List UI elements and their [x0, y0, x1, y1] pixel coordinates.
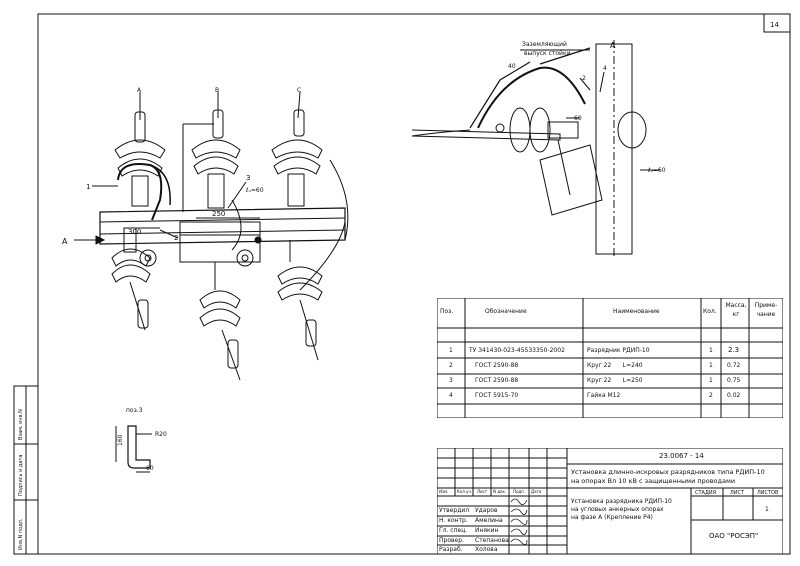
- sub-title-line-3: на фазе А (Крепление Р4): [571, 514, 653, 521]
- detail-title: поз.3: [126, 407, 143, 414]
- ground-label-2: выпуск стойки: [524, 50, 571, 57]
- spec-row-pos: 3: [449, 377, 453, 384]
- role-name: Степанова: [475, 537, 509, 544]
- spec-row-mass: 2.3: [728, 346, 740, 354]
- col-header-sign: Подп.: [513, 489, 526, 494]
- role-name: Ударов: [475, 507, 498, 514]
- spec-table: Поз. Обозначение Наименование Кол. Масса…: [437, 298, 783, 418]
- org-name: ОАО "РОСЭП": [709, 532, 759, 540]
- spec-row-qty: 1: [709, 362, 713, 369]
- col-header-list: Лист: [477, 489, 488, 494]
- signatures: [510, 498, 528, 545]
- spec-row-name: Разрядник РДИП-10: [587, 347, 650, 354]
- phase-label-b: B: [215, 87, 219, 94]
- spec-row-code: ГОСТ 2590-88: [475, 362, 519, 369]
- sheet-frame: [37, 13, 791, 555]
- phase-label-c: C: [297, 87, 301, 94]
- detail-dim-60: 60: [146, 465, 154, 472]
- callout-1: 1: [86, 183, 90, 191]
- ground-label-1: Заземляющий: [522, 41, 567, 48]
- view-a-title: A: [610, 41, 616, 50]
- spec-header-qty: Кол.: [703, 308, 717, 315]
- role-name: Амелина: [475, 517, 503, 524]
- spec-row-qty: 1: [709, 377, 713, 384]
- title-line-1: Установка длинно-искровых разрядников ти…: [571, 468, 765, 476]
- title-line-2: на опорах Вл 10 кВ с защищенными провода…: [571, 477, 736, 485]
- spec-header-mass: Масса, кг: [725, 302, 747, 318]
- spec-row-mass: 0.72: [727, 362, 741, 369]
- role-label: Н. контр.: [439, 517, 468, 524]
- role-name: Холова: [475, 546, 498, 553]
- spec-row-code: ГОСТ 5915-70: [475, 392, 519, 399]
- view-a-drawing: [411, 40, 660, 258]
- role-label: Разраб.: [439, 546, 463, 553]
- dim-300: 300: [128, 228, 141, 236]
- phase-label-a: A: [137, 87, 142, 94]
- sheet-label: ЛИСТ: [730, 490, 745, 496]
- spec-row-code: ТУ 341430-023-45533350-2002: [469, 347, 565, 354]
- side-stamp-col1: Взам. инв.N: [18, 409, 24, 440]
- view-callout-40: 40: [508, 63, 516, 70]
- sheet-number: 14: [770, 21, 779, 29]
- dim-lu: ℓᵤ=60: [245, 187, 264, 194]
- spec-row-pos: 4: [449, 392, 453, 399]
- spec-row-pos: 2: [449, 362, 453, 369]
- doc-number: 23.0067 - 14: [659, 452, 704, 460]
- spec-header-note: Приме-чание: [754, 302, 778, 318]
- title-block: 23.0067 - 14 Установка длинно-искровых р…: [437, 448, 783, 554]
- spec-row-name: Гайка М12: [587, 392, 621, 399]
- detail-drawing: [115, 425, 152, 473]
- role-label: Гл. спец.: [439, 527, 468, 534]
- spec-row-pos: 1: [449, 347, 453, 354]
- role-name: Инякин: [475, 527, 499, 534]
- spec-row-mass: 0.75: [727, 377, 741, 384]
- detail-dim-160: 160: [117, 434, 124, 446]
- spec-row-mass: 0.02: [727, 392, 741, 399]
- spec-row-name: Круг 22 L=250: [587, 377, 643, 384]
- side-stamp-col3: Инв.N подл.: [18, 518, 24, 550]
- col-header-doc: N док.: [493, 489, 507, 494]
- spec-row-qty: 1: [709, 347, 713, 354]
- main-drawing: [74, 91, 349, 381]
- view-callout-lu: ℓᵤ=60: [647, 167, 666, 174]
- detail-dim-r20: R20: [155, 431, 167, 438]
- side-stamp: Взам. инв.N Подпись и дата Инв.N подл.: [13, 385, 39, 555]
- sheet-number-box: [763, 13, 791, 33]
- side-stamp-col2: Подпись и дата: [18, 455, 24, 496]
- view-callout-4: 4: [603, 65, 607, 72]
- sheets-label: ЛИСТОВ: [757, 490, 779, 496]
- role-label: Провер.: [439, 537, 464, 544]
- sub-title-line-2: на угловых анкерных опорах: [571, 506, 664, 513]
- view-callout-60: 60: [574, 115, 582, 122]
- sub-title-line-1: Установка разрядника РДИП-10: [571, 498, 672, 505]
- view-callout-2: 2: [582, 75, 586, 82]
- col-header-izm: Изм.: [439, 489, 449, 494]
- spec-row-name: Круг 22 L=240: [587, 362, 643, 369]
- spec-header-pos: Поз.: [440, 308, 454, 315]
- sheet-value: 1: [765, 506, 769, 513]
- stage-label: СТАДИЯ: [695, 490, 717, 496]
- col-header-kol: Кол.уч.: [457, 489, 473, 494]
- spec-row-code: ГОСТ 2590-88: [475, 377, 519, 384]
- callout-2: 2: [174, 234, 178, 242]
- col-header-date: Дата: [531, 489, 542, 494]
- role-label: Утвердил: [439, 507, 470, 514]
- callout-3: 3: [246, 174, 250, 182]
- spec-header-code: Обозначение: [485, 308, 527, 315]
- dim-250: 250: [212, 210, 225, 218]
- spec-row-qty: 2: [709, 392, 713, 399]
- view-arrow-label: A: [62, 237, 68, 246]
- spec-header-name: Наименование: [613, 308, 660, 315]
